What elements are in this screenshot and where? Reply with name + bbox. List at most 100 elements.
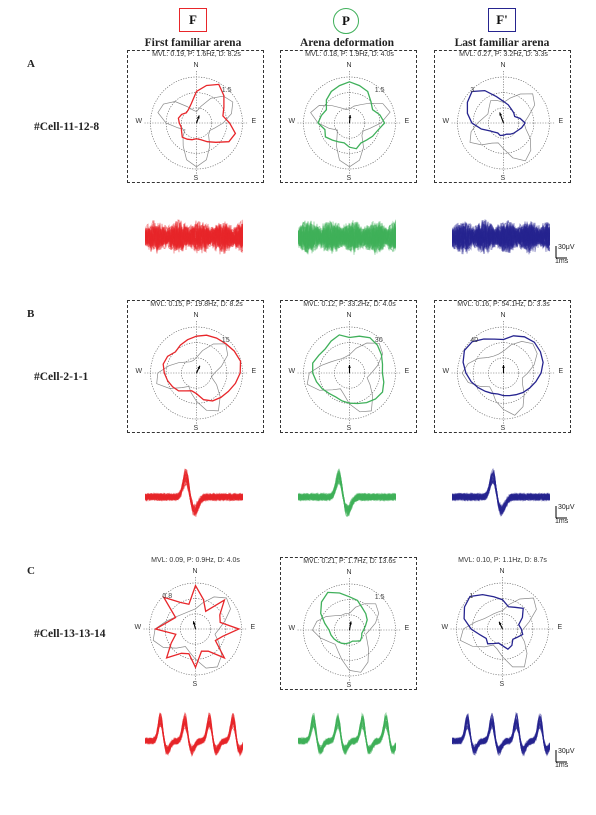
polar-panel-a-2: MVL: 0.18, P: 1.9Hz, D: 4.0s N S W E 1.5 — [280, 50, 417, 183]
polar-grid-ring — [472, 92, 535, 154]
polar-grid-ring — [318, 92, 381, 154]
spike-trace — [298, 478, 396, 509]
direction-label-w: W — [441, 624, 449, 631]
condition-f-marker: F — [179, 8, 207, 32]
spike-trace — [298, 712, 396, 755]
firing-rate-curve — [162, 334, 242, 402]
spike-trace — [452, 714, 550, 756]
scale-bar — [555, 246, 567, 259]
direction-label-e: E — [251, 118, 257, 125]
direction-label-e: E — [251, 368, 257, 375]
direction-label-n: N — [346, 62, 352, 69]
firing-rate-curve — [462, 335, 544, 397]
polar-grid-ring — [472, 342, 535, 404]
scale-bar-time-label: 1ms — [555, 518, 569, 525]
row-c-letter: C — [27, 565, 35, 577]
panel-stats-text: MVL: 0.27, P: 3.2Hz, D: 3.3s — [459, 51, 548, 58]
polar-grid-ring — [318, 599, 381, 661]
direction-label-n: N — [193, 62, 199, 69]
spike-trace — [452, 222, 550, 253]
scale-bar — [555, 750, 567, 763]
polar-plot — [450, 577, 555, 681]
scale-bar — [555, 506, 567, 519]
spike-trace — [145, 470, 243, 515]
direction-label-e: E — [404, 625, 410, 632]
direction-label-w: W — [288, 368, 296, 375]
rate-scale-label: 1 — [469, 593, 474, 601]
panel-stats-text: MVL: 0.16, P: 54.1Hz, D: 3.3s — [457, 301, 550, 308]
rate-scale-label: 40 — [470, 337, 479, 345]
firing-rate-curve — [463, 593, 524, 651]
mean-vector-arrowhead — [196, 115, 200, 119]
condition-f-prime-symbol: F' — [496, 12, 508, 27]
direction-label-e: E — [558, 118, 564, 125]
rate-scale-label: 0.8 — [162, 593, 173, 601]
mean-vector-arrowhead — [348, 365, 351, 368]
rate-scale-label: 1.5 — [221, 87, 232, 95]
mean-vector-arrowhead — [499, 112, 502, 116]
condition-f-title: First familiar arena — [144, 37, 242, 49]
direction-label-s: S — [500, 175, 506, 182]
polar-panel-b-3: MVL: 0.16, P: 54.1Hz, D: 3.3s N S W E 40 — [434, 300, 571, 433]
polar-plot — [297, 578, 402, 682]
spike-trace — [452, 724, 550, 752]
direction-label-w: W — [135, 368, 143, 375]
dwell-time-curve — [310, 102, 391, 168]
direction-label-n: N — [499, 568, 505, 575]
waveform-a-2 — [298, 219, 396, 255]
firing-rate-curve — [317, 81, 386, 150]
direction-label-n: N — [192, 568, 198, 575]
polar-plot — [451, 321, 556, 425]
scale-bar-voltage-label: 30μV — [558, 504, 575, 511]
direction-label-n: N — [346, 569, 352, 576]
direction-label-e: E — [404, 118, 410, 125]
row-c-cell-id: #Cell-13-13-14 — [34, 628, 106, 640]
panel-stats-text: MVL: 0.10, P: 1.1Hz, D: 8.7s — [458, 557, 547, 564]
firing-rate-curve — [466, 89, 526, 137]
condition-p-symbol: P — [342, 13, 350, 28]
dwell-time-curve — [152, 596, 231, 669]
scale-bar-voltage-label: 30μV — [558, 244, 575, 251]
waveform-b-2 — [298, 468, 396, 518]
panel-stats-text: MVL: 0.12, P: 33.2Hz, D: 4.0s — [303, 301, 396, 308]
rate-scale-label: 3 — [470, 87, 475, 95]
condition-p-title: Arena deformation — [299, 37, 394, 49]
direction-label-w: W — [134, 624, 142, 631]
direction-label-s: S — [346, 682, 352, 689]
condition-f-symbol: F — [189, 12, 197, 27]
polar-plot — [451, 71, 556, 175]
dwell-time-curve — [157, 95, 234, 168]
rate-scale-label: 15 — [221, 337, 230, 345]
spike-trace — [452, 222, 550, 253]
waveform-a-1 — [145, 219, 243, 255]
direction-label-n: N — [346, 312, 352, 319]
row-b-letter: B — [27, 308, 35, 320]
polar-plot — [297, 71, 402, 175]
polar-grid-ring — [165, 342, 228, 404]
polar-grid-ring — [471, 598, 534, 660]
waveform-c-3 — [452, 712, 550, 757]
firing-rate-curve — [312, 334, 385, 405]
polar-panel-b-1: MVL: 0.15, P: 19.8Hz, D: 8.2s N S W E 15 — [127, 300, 264, 433]
mean-vector-arrowhead — [192, 621, 196, 625]
polar-panel-b-2: MVL: 0.12, P: 33.2Hz, D: 4.0s N S W E 30 — [280, 300, 417, 433]
dwell-time-curve — [156, 343, 229, 412]
direction-label-n: N — [500, 312, 506, 319]
waveform-c-2 — [298, 712, 396, 756]
direction-label-e: E — [250, 624, 256, 631]
direction-label-s: S — [500, 425, 506, 432]
scale-bar-voltage-label: 30μV — [558, 748, 575, 755]
direction-label-s: S — [193, 175, 199, 182]
direction-label-w: W — [135, 118, 143, 125]
panel-stats-text: MVL: 0.09, P: 0.9Hz, D: 4.0s — [151, 557, 240, 564]
panel-stats-text: MVL: 0.15, P: 19.8Hz, D: 8.2s — [150, 301, 243, 308]
waveform-c-1 — [145, 712, 243, 757]
direction-label-s: S — [192, 681, 198, 688]
waveform-b-3 — [452, 468, 550, 517]
polar-panel-c-2: MVL: 0.21, P: 1.7Hz, D: 13.6s N S W E 1.5 — [280, 557, 417, 690]
direction-label-n: N — [500, 62, 506, 69]
polar-plot — [144, 321, 249, 425]
spike-trace — [298, 221, 396, 252]
polar-panel-c-3: MVL: 0.10, P: 1.1Hz, D: 8.7s N S W E 1 — [434, 557, 571, 690]
polar-panel-a-1: MVL: 0.19, P: 1.6Hz, D: 8.2s N S W E 1.5 — [127, 50, 264, 183]
